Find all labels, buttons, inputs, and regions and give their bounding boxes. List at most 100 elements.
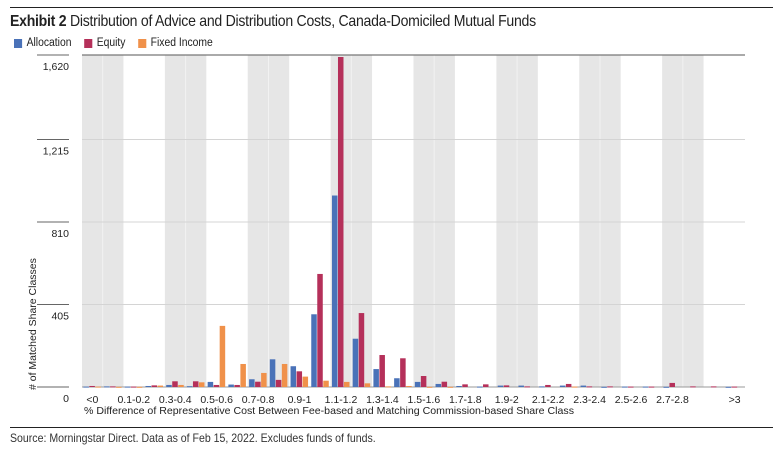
bar-equity	[89, 385, 95, 387]
bar-allocation	[663, 386, 669, 388]
bar-equity	[420, 376, 427, 387]
bar-equity	[213, 384, 220, 387]
bar-fixed-income	[323, 380, 329, 387]
x-tick-label: 0.5-0.6	[200, 394, 233, 406]
bar-allocation	[497, 385, 504, 387]
bar-allocation	[518, 385, 524, 387]
x-tick-label: 2.3-2.4	[573, 394, 606, 406]
bottom-rule	[10, 427, 773, 428]
bar-allocation	[311, 314, 317, 387]
bar-equity	[358, 313, 365, 387]
bar-equity	[275, 379, 282, 387]
bar-equity	[586, 386, 593, 388]
bar-equity	[337, 57, 344, 387]
x-tick-label: 2.7-2.8	[656, 394, 689, 406]
bar-fixed-income	[406, 385, 412, 387]
bar-allocation	[539, 386, 545, 388]
bar-equity	[710, 386, 717, 388]
legend-item-equity: Equity	[84, 37, 125, 49]
bar-allocation	[456, 385, 462, 387]
x-tick-label: 2.1-2.2	[532, 394, 565, 406]
source-note: Source: Morningstar Direct. Data as of F…	[10, 431, 376, 445]
gridlines	[82, 54, 745, 388]
bar-allocation	[186, 386, 193, 388]
bar-equity	[296, 371, 303, 387]
x-tick-label: 1.1-1.2	[325, 394, 358, 406]
bar-fixed-income	[116, 386, 122, 388]
bar-fixed-income	[343, 381, 350, 387]
bar-equity	[151, 385, 158, 387]
bar-allocation	[414, 381, 421, 387]
bar-fixed-income	[364, 383, 371, 387]
y-tick-label: 1,620	[43, 61, 69, 73]
x-tick-label: >3	[729, 394, 741, 406]
bar-allocation	[124, 386, 131, 388]
bar-fixed-income	[219, 325, 226, 387]
legend: Allocation Equity Fixed Income	[14, 37, 213, 49]
bar-fixed-income	[198, 382, 205, 387]
legend-label-allocation: Allocation	[26, 37, 72, 49]
x-tick-label: 0.3-0.4	[159, 394, 192, 406]
legend-swatch-allocation	[14, 38, 23, 48]
bar-fixed-income	[426, 386, 433, 388]
bar-equity	[400, 358, 406, 387]
bar-allocation	[622, 386, 628, 388]
bar-fixed-income	[261, 372, 267, 387]
bar-equity	[234, 384, 240, 387]
bars	[83, 57, 738, 388]
x-tick-label: 0.1-0.2	[117, 394, 150, 406]
x-tick-label: <0	[86, 394, 98, 406]
bar-allocation	[83, 386, 89, 388]
legend-swatch-fixed-income	[138, 38, 147, 48]
bar-equity	[628, 386, 634, 388]
bar-fixed-income	[240, 363, 246, 387]
bar-equity	[255, 381, 261, 387]
bar-equity	[172, 381, 178, 387]
x-tick-label: 0.7-0.8	[242, 394, 275, 406]
bar-equity	[607, 386, 613, 388]
bar-fixed-income	[136, 386, 143, 388]
y-tick-label: 0	[63, 393, 69, 405]
legend-label-equity: Equity	[96, 37, 126, 49]
bar-equity	[690, 386, 696, 388]
bar-equity	[648, 386, 655, 388]
exhibit-title: Exhibit 2 Distribution of Advice and Dis…	[10, 13, 536, 31]
bar-equity	[524, 386, 530, 388]
bar-equity	[110, 386, 116, 388]
x-tick-label: 2.5-2.6	[615, 394, 648, 406]
bar-fixed-income	[302, 376, 309, 387]
bar-allocation	[559, 385, 566, 387]
bar-equity	[483, 384, 489, 387]
y-tick-label: 405	[51, 311, 69, 323]
legend-label-fixed-income: Fixed Income	[150, 37, 213, 49]
bar-equity	[731, 386, 738, 388]
bar-fixed-income	[178, 384, 184, 387]
bar-allocation	[145, 385, 152, 387]
y-axis-title: # of Matched Share Classes	[27, 258, 39, 390]
bar-equity	[503, 385, 510, 387]
bar-allocation	[249, 379, 255, 387]
bar-fixed-income	[281, 363, 288, 387]
exhibit-number: Exhibit 2	[10, 13, 67, 30]
y-axis-ticks: 0 405 810 1,215 1,620	[37, 54, 69, 405]
background-bands	[82, 55, 704, 387]
bar-equity	[317, 273, 323, 387]
bar-equity	[441, 381, 448, 387]
bar-allocation	[104, 386, 110, 388]
y-tick-label: 810	[51, 228, 69, 240]
x-tick-label: 1.9-2	[495, 394, 519, 406]
legend-swatch-equity	[84, 38, 93, 48]
bar-allocation	[642, 386, 649, 388]
bar-allocation	[580, 385, 587, 387]
x-tick-label: 1.7-1.8	[449, 394, 482, 406]
y-tick-label: 1,215	[43, 146, 69, 158]
bar-allocation	[207, 381, 214, 387]
legend-item-allocation: Allocation	[14, 37, 71, 49]
bar-allocation	[725, 386, 732, 388]
bar-equity	[130, 386, 137, 388]
bar-fixed-income	[385, 386, 391, 388]
x-tick-label: 1.3-1.4	[366, 394, 399, 406]
legend-item-fixed-income: Fixed Income	[138, 37, 213, 49]
x-tick-label: 0.9-1	[288, 394, 312, 406]
